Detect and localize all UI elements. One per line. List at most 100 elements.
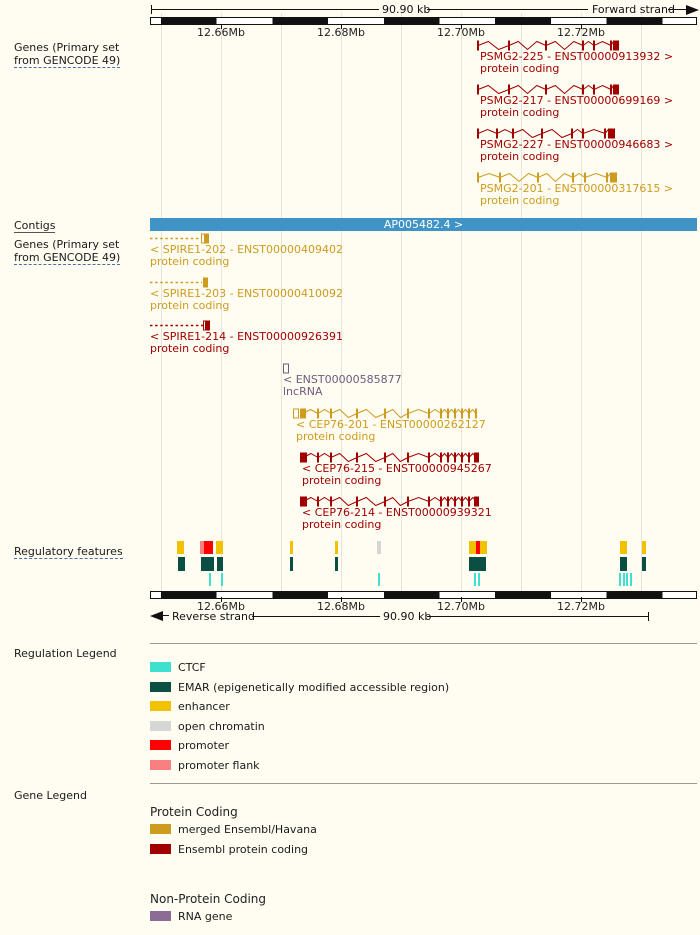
transcript-glyph-PSMG2-227[interactable] — [475, 128, 621, 139]
transcript-glyph-PSMG2-217[interactable] — [475, 84, 624, 95]
gridline — [581, 13, 582, 591]
track-label-line: Regulatory features — [14, 545, 123, 559]
legend-label: Ensembl protein coding — [178, 843, 309, 856]
transcript-label[interactable]: PSMG2-201 - ENST00000317615 > — [480, 182, 674, 195]
regulatory-feature-emar[interactable] — [178, 557, 185, 571]
regulatory-feature-ctcf[interactable] — [630, 573, 632, 586]
regulatory-feature-open_chromatin[interactable] — [377, 541, 381, 554]
regulatory-feature-enhancer[interactable] — [469, 541, 476, 554]
transcript-biotype: protein coding — [150, 255, 230, 268]
regulatory-feature-enhancer[interactable] — [290, 541, 293, 554]
transcript-structure — [300, 496, 479, 507]
transcript-glyph-CEP76-201[interactable] — [290, 408, 483, 419]
transcript-biotype: protein coding — [150, 299, 230, 312]
legend-label: open chromatin — [178, 719, 265, 733]
regulatory-feature-emar[interactable] — [469, 557, 486, 571]
legend-swatch — [150, 844, 171, 854]
transcript-biotype: protein coding — [480, 150, 560, 163]
regulatory-feature-ctcf[interactable] — [221, 573, 223, 586]
legend-label: RNA gene — [178, 910, 233, 923]
track-label-line: Genes (Primary set — [14, 238, 120, 251]
regulatory-feature-enhancer[interactable] — [216, 541, 223, 554]
regulatory-feature-enhancer[interactable] — [642, 541, 646, 554]
transcript-label[interactable]: < CEP76-201 - ENST00000262127 — [296, 418, 486, 431]
transcript-glyph-ENST00000585877[interactable] — [280, 363, 295, 374]
transcript-biotype: protein coding — [480, 106, 560, 119]
tick-mark — [221, 24, 222, 29]
regulatory-feature-emar[interactable] — [201, 557, 214, 571]
track-label-line: Genes (Primary set — [14, 41, 120, 54]
reverse-strand-label: Reverse strand — [172, 610, 255, 623]
track-label-line: from GENCODE 49) — [14, 54, 121, 68]
transcript-label[interactable]: < ENST00000585877 — [283, 373, 402, 386]
scale-bar-top — [150, 17, 697, 25]
transcript-label[interactable]: PSMG2-217 - ENST00000699169 > — [480, 94, 674, 107]
transcript-label[interactable]: < CEP76-214 - ENST00000939321 — [302, 506, 492, 519]
transcript-label[interactable]: < SPIRE1-214 - ENST00000926391 — [150, 330, 343, 343]
gene-legend-title: Gene Legend — [14, 789, 87, 802]
legend-section-title: Non-Protein Coding — [150, 892, 267, 906]
track-label-line: Contigs — [14, 219, 56, 233]
regulatory-feature-ctcf[interactable] — [626, 573, 628, 586]
gridline — [341, 13, 342, 591]
track-label-contigs[interactable]: Contigs — [14, 219, 56, 233]
transcript-structure — [300, 452, 479, 463]
transcript-biotype: protein coding — [480, 62, 560, 75]
transcript-glyph-PSMG2-201[interactable] — [475, 172, 623, 183]
track-label-genes-reverse[interactable]: Genes (Primary set from GENCODE 49) — [14, 238, 121, 265]
transcript-glyph-SPIRE1-203[interactable] — [147, 277, 214, 288]
regulatory-feature-ctcf[interactable] — [619, 573, 621, 586]
coordinate-tick-label: 12.68Mb — [317, 26, 365, 39]
gridline — [161, 13, 162, 591]
gridline — [221, 13, 222, 591]
legend-swatch — [150, 662, 171, 672]
transcript-biotype: protein coding — [302, 518, 382, 531]
tick-mark — [341, 24, 342, 29]
ruler-length-label: 90.90 kb — [382, 3, 431, 16]
gridline — [281, 13, 282, 591]
ruler-end-tick — [648, 612, 649, 621]
regulatory-feature-ctcf[interactable] — [209, 573, 211, 586]
regulatory-feature-emar[interactable] — [620, 557, 627, 571]
track-label-genes-forward[interactable]: Genes (Primary set from GENCODE 49) — [14, 41, 121, 68]
regulatory-feature-ctcf[interactable] — [478, 573, 480, 586]
gridline — [641, 13, 642, 591]
regulatory-feature-enhancer[interactable] — [480, 541, 487, 554]
track-label-regulatory-features[interactable]: Regulatory features — [14, 545, 123, 559]
regulation-legend-title: Regulation Legend — [14, 647, 117, 660]
transcript-structure — [293, 408, 477, 419]
regulatory-feature-ctcf[interactable] — [623, 573, 625, 586]
gridline — [461, 13, 462, 591]
ruler-line — [427, 9, 588, 10]
forward-strand-label: Forward strand — [592, 3, 675, 16]
transcript-glyph-SPIRE1-202[interactable] — [147, 233, 215, 244]
regulatory-feature-enhancer[interactable] — [335, 541, 338, 554]
regulatory-feature-emar[interactable] — [335, 557, 338, 571]
regulatory-feature-ctcf[interactable] — [378, 573, 380, 586]
regulatory-feature-promoter[interactable] — [204, 541, 213, 554]
regulatory-feature-enhancer[interactable] — [177, 541, 184, 554]
regulatory-feature-promoter[interactable] — [476, 541, 480, 554]
transcript-glyph-CEP76-214[interactable] — [297, 496, 485, 507]
legend-label: merged Ensembl/Havana — [178, 823, 317, 836]
regulatory-feature-enhancer[interactable] — [620, 541, 627, 554]
contig-bar[interactable]: AP005482.4 > — [150, 218, 697, 231]
transcript-glyph-CEP76-215[interactable] — [297, 452, 485, 463]
transcript-label[interactable]: < SPIRE1-202 - ENST00000409402 — [150, 243, 343, 256]
transcript-label[interactable]: PSMG2-227 - ENST00000946683 > — [480, 138, 674, 151]
legend-label: enhancer — [178, 700, 230, 714]
legend-swatch — [150, 701, 171, 712]
regulatory-feature-emar[interactable] — [217, 557, 223, 571]
transcript-label[interactable]: PSMG2-225 - ENST00000913932 > — [480, 50, 674, 63]
transcript-biotype: lncRNA — [283, 385, 323, 398]
scale-bar-bottom — [150, 591, 697, 599]
tick-mark — [581, 597, 582, 602]
regulatory-feature-emar[interactable] — [642, 557, 646, 571]
regulatory-feature-ctcf[interactable] — [474, 573, 476, 586]
regulatory-feature-emar[interactable] — [290, 557, 293, 571]
transcript-label[interactable]: < SPIRE1-203 - ENST00000410092 — [150, 287, 343, 300]
transcript-glyph-PSMG2-225[interactable] — [475, 40, 624, 51]
regulatory-feature-promoter_flank[interactable] — [200, 541, 204, 554]
transcript-label[interactable]: < CEP76-215 - ENST00000945267 — [302, 462, 492, 475]
transcript-glyph-SPIRE1-214[interactable] — [147, 320, 216, 331]
